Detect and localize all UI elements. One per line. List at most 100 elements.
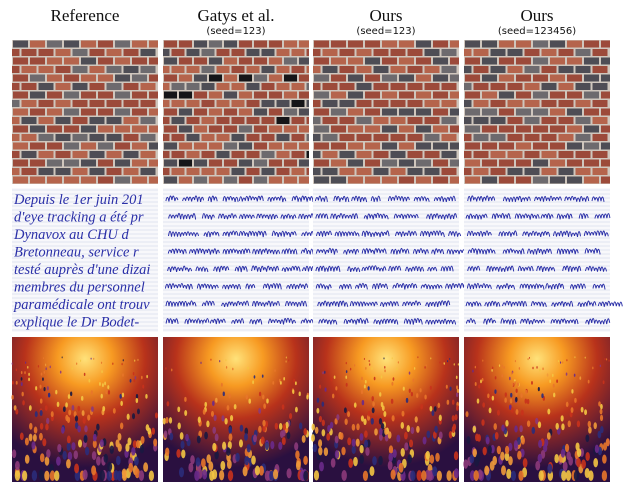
crowd-figure — [494, 376, 497, 380]
brick — [261, 168, 275, 175]
crowd-figure — [504, 397, 507, 403]
brick — [81, 91, 96, 99]
brick — [47, 74, 62, 82]
brick — [322, 151, 338, 158]
crowd-figure — [22, 400, 25, 406]
crowd-figure — [588, 426, 592, 434]
brick — [72, 134, 88, 141]
crowd-figure — [142, 384, 145, 389]
brick — [584, 40, 599, 48]
crowd-figure — [121, 362, 123, 366]
crowd-figure — [391, 357, 393, 360]
crowd-figure — [14, 470, 21, 481]
crowd-figure — [585, 434, 590, 443]
crowd-figure — [477, 469, 483, 480]
brick — [30, 159, 45, 167]
brick — [516, 57, 531, 65]
crowd-figure — [272, 380, 275, 385]
crowd-figure — [279, 380, 282, 385]
crowd-figure — [47, 392, 51, 398]
brick — [30, 91, 45, 99]
crowd-figure — [472, 448, 477, 458]
crowd-figure — [61, 356, 63, 359]
crowd-figure — [567, 420, 571, 428]
crowd-figure — [416, 393, 419, 398]
crowd-figure — [288, 359, 290, 362]
brick — [89, 151, 105, 158]
crowd-figure — [359, 444, 364, 454]
crowd-figure — [44, 470, 50, 481]
crowd-figure — [443, 362, 445, 365]
brick — [284, 142, 297, 150]
brick — [365, 40, 380, 48]
brick — [558, 66, 574, 73]
brick — [558, 134, 574, 141]
brick — [186, 134, 200, 141]
crowd-figure — [363, 384, 366, 389]
crowd-figure — [556, 379, 559, 384]
brick — [473, 151, 489, 158]
brick — [473, 100, 489, 107]
crowd-figure — [93, 357, 95, 360]
crowd-figure — [262, 424, 266, 433]
brick — [473, 49, 489, 56]
brick — [416, 108, 431, 116]
crowd-figure — [571, 389, 574, 394]
crowd-figure — [384, 369, 386, 373]
brick — [194, 40, 207, 48]
crowd-figure — [367, 386, 370, 391]
crowd-figure — [472, 369, 474, 373]
crowd-figure — [37, 364, 40, 368]
crowd-figure — [421, 470, 427, 482]
brick — [201, 151, 215, 158]
brick — [261, 66, 275, 73]
brick — [299, 108, 309, 116]
brick — [464, 100, 472, 107]
brick — [299, 91, 309, 99]
column-subtitle: (seed=123) — [206, 26, 265, 37]
brick — [194, 108, 207, 116]
brick — [38, 66, 54, 73]
crowd-figure — [43, 386, 46, 392]
crowd-figure — [398, 462, 404, 473]
brick — [72, 117, 88, 124]
crowd-figure — [600, 426, 604, 434]
brick — [291, 49, 305, 56]
crowd-figure — [323, 447, 329, 457]
brick — [322, 66, 338, 73]
crowd-figure — [135, 398, 139, 404]
crowd-figure — [391, 415, 395, 422]
crowd-figure — [501, 465, 507, 476]
brick — [299, 57, 309, 65]
brick — [567, 108, 582, 116]
brick — [55, 66, 71, 73]
brick — [416, 159, 431, 167]
brick — [533, 125, 548, 133]
crowd-figure — [482, 402, 486, 408]
crowd-figure — [248, 398, 251, 404]
handwriting-line: paramédicale ont trouv — [13, 297, 150, 313]
crowd-figure — [165, 417, 169, 424]
crowd-figure — [54, 470, 60, 481]
crowd-figure — [384, 427, 388, 436]
crowd-figure — [600, 403, 603, 410]
brick — [81, 108, 96, 116]
brick — [399, 159, 414, 167]
crowd-figure — [419, 388, 422, 393]
brick — [533, 176, 548, 184]
brick — [365, 57, 380, 65]
crowd-figure — [298, 422, 303, 430]
crowd-figure — [339, 432, 344, 440]
crowd-figure — [371, 396, 374, 402]
brick — [224, 57, 237, 65]
handwriting-line: Dynavox au CHU d — [13, 227, 130, 243]
crowd-figure — [202, 408, 206, 415]
crowd-figure — [437, 402, 441, 409]
handwriting-stroke — [165, 300, 307, 308]
brick — [584, 176, 599, 184]
brick — [465, 74, 480, 82]
crowd-figure — [485, 436, 490, 445]
brick — [194, 142, 207, 150]
crowd-figure — [125, 443, 130, 452]
crowd-figure — [166, 401, 170, 407]
